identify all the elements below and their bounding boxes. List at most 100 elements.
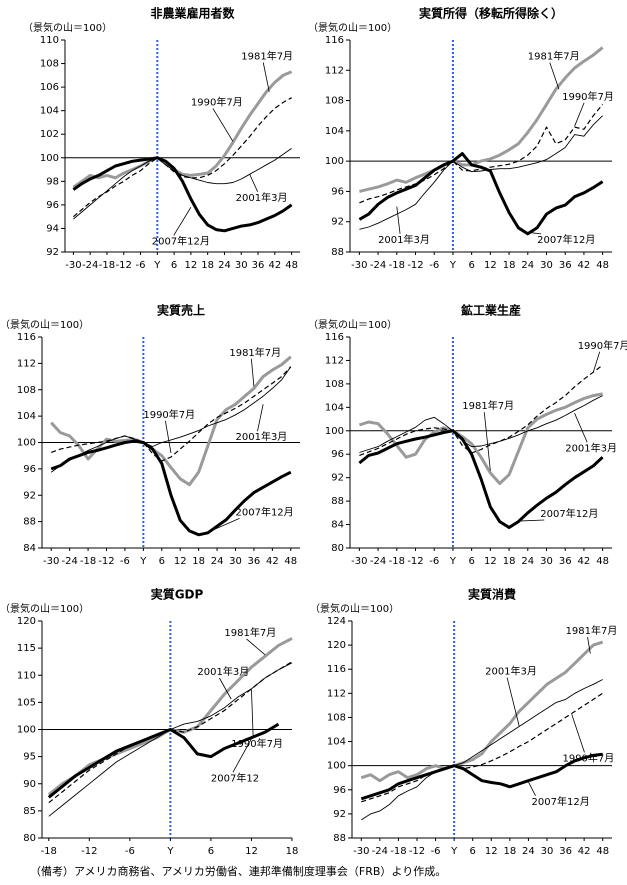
- x-tick-label: 6: [468, 260, 474, 271]
- x-tick-label: -24: [370, 556, 386, 567]
- x-tick-label: Y: [450, 846, 458, 857]
- y-tick-label: 84: [331, 520, 344, 531]
- y-tick-label: 110: [40, 35, 59, 46]
- annotation-arrow: [251, 689, 254, 739]
- series-annotation: 1981年7月: [462, 399, 514, 412]
- annotation-arrow: [506, 677, 520, 726]
- series-annotation: 1981年7月: [241, 49, 293, 62]
- annotation-arrow: [574, 413, 588, 443]
- series-annotation: 1990年7月: [143, 408, 195, 421]
- series-annotation: 1990年7月: [231, 737, 283, 750]
- x-tick-label: 12: [245, 846, 258, 857]
- y-tick-label: 100: [325, 156, 344, 167]
- x-tick-label: -6: [429, 556, 439, 567]
- annotation-arrow: [246, 638, 266, 655]
- x-tick-label: 48: [596, 846, 609, 857]
- x-tick-label: -18: [80, 556, 96, 567]
- y-axis-label: （景気の山＝100）: [310, 602, 399, 615]
- series-annotation: 2007年12月: [236, 505, 294, 518]
- annotation-arrow: [212, 108, 234, 142]
- series-line: [72, 70, 293, 189]
- y-tick-label: 104: [325, 126, 344, 137]
- x-tick-label: -6: [431, 846, 441, 857]
- series-annotation: 2001年3月: [565, 441, 617, 454]
- x-tick-label: -30: [65, 260, 81, 271]
- series-annotation: 2007年12月: [152, 234, 210, 247]
- series-annotation: 2007年12月: [537, 233, 595, 246]
- annotation-arrow: [571, 714, 585, 753]
- x-tick-label: 36: [559, 260, 572, 271]
- annotation-arrow: [528, 781, 536, 797]
- y-tick-label: 96: [331, 449, 344, 460]
- y-tick-label: 116: [325, 35, 344, 46]
- series-line: [360, 752, 603, 801]
- x-tick-label: 24: [211, 556, 224, 567]
- annotation-arrow: [250, 358, 255, 387]
- series-line: [48, 661, 293, 804]
- y-tick-label: 92: [331, 217, 344, 228]
- x-tick-label: 30: [541, 846, 554, 857]
- y-tick-label: 88: [23, 517, 36, 528]
- x-tick-label: 24: [218, 260, 231, 271]
- x-tick-label: 42: [266, 556, 279, 567]
- series-line: [50, 366, 292, 462]
- y-tick-label: 108: [327, 712, 346, 723]
- series-line: [359, 364, 603, 456]
- y-axis-label: （景気の山＝100）: [23, 21, 112, 34]
- series-annotation: 2007年12: [211, 771, 259, 784]
- y-tick-label: 98: [46, 176, 59, 187]
- series-line: [358, 152, 604, 236]
- y-tick-label: 90: [23, 779, 36, 790]
- x-tick-label: 36: [248, 556, 261, 567]
- x-tick-label: 24: [521, 556, 534, 567]
- x-tick-label: 18: [503, 846, 516, 857]
- series-line: [72, 156, 293, 233]
- y-tick-label: 100: [40, 153, 59, 164]
- x-tick-label: 42: [578, 556, 591, 567]
- y-tick-label: 80: [23, 833, 36, 844]
- series-annotation: 2001年3月: [197, 665, 249, 678]
- x-tick-label: -24: [61, 556, 77, 567]
- series-line: [358, 429, 604, 529]
- x-tick-label: 30: [540, 260, 553, 271]
- y-tick-label: 124: [327, 616, 346, 627]
- series-line: [50, 355, 292, 487]
- y-tick-label: 94: [46, 223, 59, 234]
- annotation-arrow: [518, 519, 545, 522]
- y-tick-label: 112: [325, 65, 344, 76]
- x-tick-label: 42: [578, 846, 591, 857]
- annotation-arrow: [210, 518, 240, 532]
- x-tick-label: -24: [82, 260, 98, 271]
- y-tick-label: 95: [23, 752, 36, 763]
- y-tick-label: 112: [327, 688, 346, 699]
- series-line: [47, 722, 280, 799]
- series-annotation: 1990年7月: [191, 95, 243, 108]
- x-tick-label: 30: [540, 556, 553, 567]
- series-annotation: 1981年7月: [528, 50, 580, 63]
- x-tick-label: 18: [286, 846, 299, 857]
- annotation-arrow: [574, 102, 585, 127]
- x-tick-label: 36: [559, 556, 572, 567]
- x-tick-label: 6: [470, 846, 476, 857]
- y-tick-label: 80: [331, 543, 344, 554]
- y-tick-label: 116: [17, 332, 36, 343]
- annotation-arrow: [483, 412, 491, 471]
- x-tick-label: -12: [81, 846, 97, 857]
- x-tick-label: 6: [208, 846, 214, 857]
- series-annotation: 1981年7月: [224, 626, 276, 639]
- x-tick-label: -18: [390, 846, 406, 857]
- chart-title: 実質GDP: [151, 587, 204, 602]
- annotation-arrow: [396, 206, 401, 234]
- x-tick-label: 42: [268, 260, 281, 271]
- x-tick-label: 24: [522, 846, 535, 857]
- series-line: [73, 148, 292, 220]
- y-tick-label: 104: [325, 402, 344, 413]
- x-tick-label: 12: [485, 846, 498, 857]
- y-axis-label: （景気の山＝100）: [308, 318, 397, 331]
- chart-title: 非農業雇用者数: [150, 6, 235, 21]
- y-tick-label: 104: [40, 106, 59, 117]
- series-line: [358, 392, 603, 485]
- x-tick-label: -6: [136, 260, 146, 271]
- y-tick-label: 112: [325, 355, 344, 366]
